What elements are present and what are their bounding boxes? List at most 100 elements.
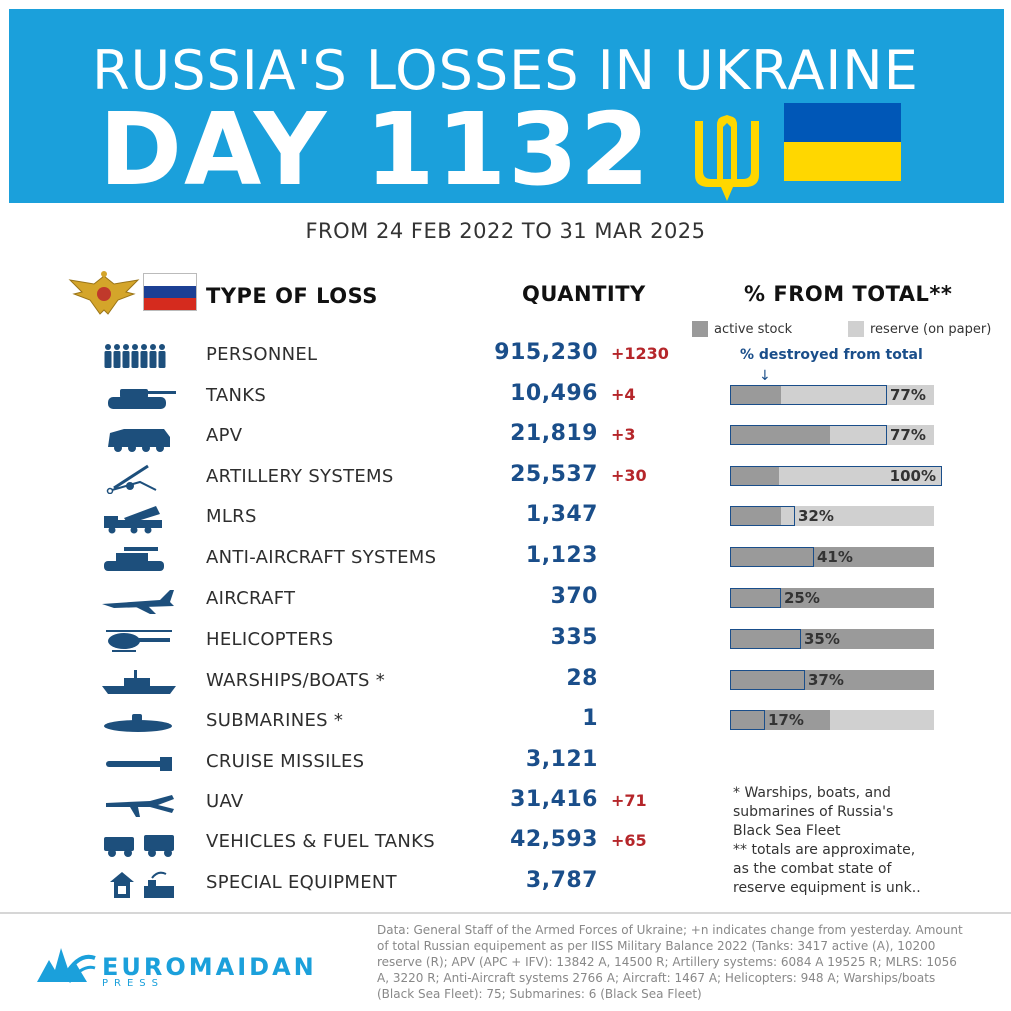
loss-quantity: 370 [550,584,598,609]
active-stock-segment [730,466,779,486]
percent-label: 17% [768,711,804,729]
artillery-icon [106,464,157,494]
destroyed-outline [730,506,795,526]
cruise-missile-icon [106,757,172,771]
special-equipment-icon [110,871,174,898]
loss-type-label: HELICOPTERS [206,629,334,650]
destroyed-outline [730,385,887,405]
table-row: UAV 31,416 +71 [0,783,1011,823]
percent-bar: 100% [730,466,942,486]
warship-icon [102,670,176,694]
loss-quantity: 3,787 [525,868,598,893]
soldiers-icon [104,344,166,368]
uav-icon [106,795,174,817]
loss-delta: +3 [611,425,636,444]
legend-active-swatch [692,321,708,337]
loss-type-label: UAV [206,791,244,812]
title-line1: RUSSIA'S LOSSES IN UKRAINE [92,39,919,102]
table-row: ARTILLERY SYSTEMS 25,537 +30 100% [0,458,1011,498]
loss-delta: +65 [611,831,647,850]
legend-destroyed-label: % destroyed from total [740,347,923,363]
active-stock-segment [730,547,934,567]
legend-reserve-label: reserve (on paper) [870,321,992,337]
loss-type-label: VEHICLES & FUEL TANKS [206,831,435,852]
loss-type-label: AIRCRAFT [206,588,296,609]
active-stock-segment [730,506,781,526]
title-day: DAY 1132 [99,91,652,208]
loss-type-label: MLRS [206,506,257,527]
logo-subtext: PRESS [102,978,164,989]
active-stock-segment [730,425,830,445]
percent-bar: 41% [730,547,934,567]
active-stock-segment [730,710,830,730]
header-type-of-loss: TYPE OF LOSS [206,284,378,308]
submarine-icon [104,714,172,732]
table-row: AIRCRAFT 370 25% [0,580,1011,620]
destroyed-outline [730,425,887,445]
table-row: SPECIAL EQUIPMENT 3,787 [0,864,1011,904]
loss-quantity: 31,416 [510,787,598,812]
mlrs-icon [104,506,162,534]
logo-text: EUROMAIDAN [102,953,317,981]
table-row: HELICOPTERS 335 35% [0,621,1011,661]
legend-reserve-swatch [848,321,864,337]
loss-delta: +1230 [611,344,669,363]
table-row: TANKS 10,496 +4 77% [0,377,1011,417]
destroyed-outline [730,588,781,608]
table-row: WARSHIPS/BOATS * 28 37% [0,662,1011,702]
loss-type-label: SUBMARINES * [206,710,344,731]
vehicles-icon [104,835,174,857]
loss-quantity: 21,819 [510,421,598,446]
loss-quantity: 1,347 [525,502,598,527]
loss-quantity: 1,123 [525,543,598,568]
aircraft-icon [102,590,174,614]
percent-bar: 37% [730,670,934,690]
helicopter-icon [106,630,172,652]
destroyed-outline [730,710,765,730]
percent-label: 77% [890,426,926,444]
loss-quantity: 3,121 [525,747,598,772]
percent-label: 35% [804,630,840,648]
footnote-totals: ** totals are approximate, as the combat… [733,842,921,896]
euromaidan-logo-icon [37,948,96,983]
arrow-down-icon: ↓ [759,368,771,384]
percent-bar: 25% [730,588,934,608]
header-quantity: QUANTITY [522,282,646,306]
loss-quantity: 335 [550,625,598,650]
footnote-warships: * Warships, boats, and submarines of Rus… [733,785,894,839]
percent-label: 100% [889,467,936,485]
loss-delta: +71 [611,791,647,810]
anti-aircraft-icon [104,547,164,571]
loss-type-label: ARTILLERY SYSTEMS [206,466,394,487]
table-row: CRUISE MISSILES 3,121 [0,743,1011,783]
loss-quantity: 28 [566,666,598,691]
loss-delta: +4 [611,385,636,404]
footnotes: * Warships, boats, and submarines of Rus… [733,784,1003,898]
table-row: PERSONNEL 915,230 +1230 [0,336,1011,376]
russian-mod-emblem-icon [68,271,140,315]
percent-label: 25% [784,589,820,607]
legend-reserve: reserve (on paper) [848,321,991,337]
legend-active: active stock [692,321,792,337]
apv-icon [108,429,170,452]
percent-bar: 77% [730,385,934,405]
active-stock-segment [730,629,934,649]
trident-icon [695,115,759,201]
tank-icon [108,389,176,409]
divider [0,912,1011,914]
date-range: FROM 24 FEB 2022 TO 31 MAR 2025 [305,219,706,243]
percent-bar: 32% [730,506,934,526]
legend-active-label: active stock [714,321,793,337]
percent-bar: 17% [730,710,934,730]
loss-type-label: SPECIAL EQUIPMENT [206,872,397,893]
loss-type-label: APV [206,425,243,446]
table-row: MLRS 1,347 32% [0,498,1011,538]
destroyed-outline [730,629,801,649]
percent-bar: 77% [730,425,934,445]
ukraine-flag-icon [784,103,901,181]
header-percent: % FROM TOTAL** [744,282,953,306]
table-row: APV 21,819 +3 77% [0,417,1011,457]
loss-quantity: 10,496 [510,381,598,406]
loss-type-label: PERSONNEL [206,344,318,365]
table-row: VEHICLES & FUEL TANKS 42,593 +65 [0,823,1011,863]
